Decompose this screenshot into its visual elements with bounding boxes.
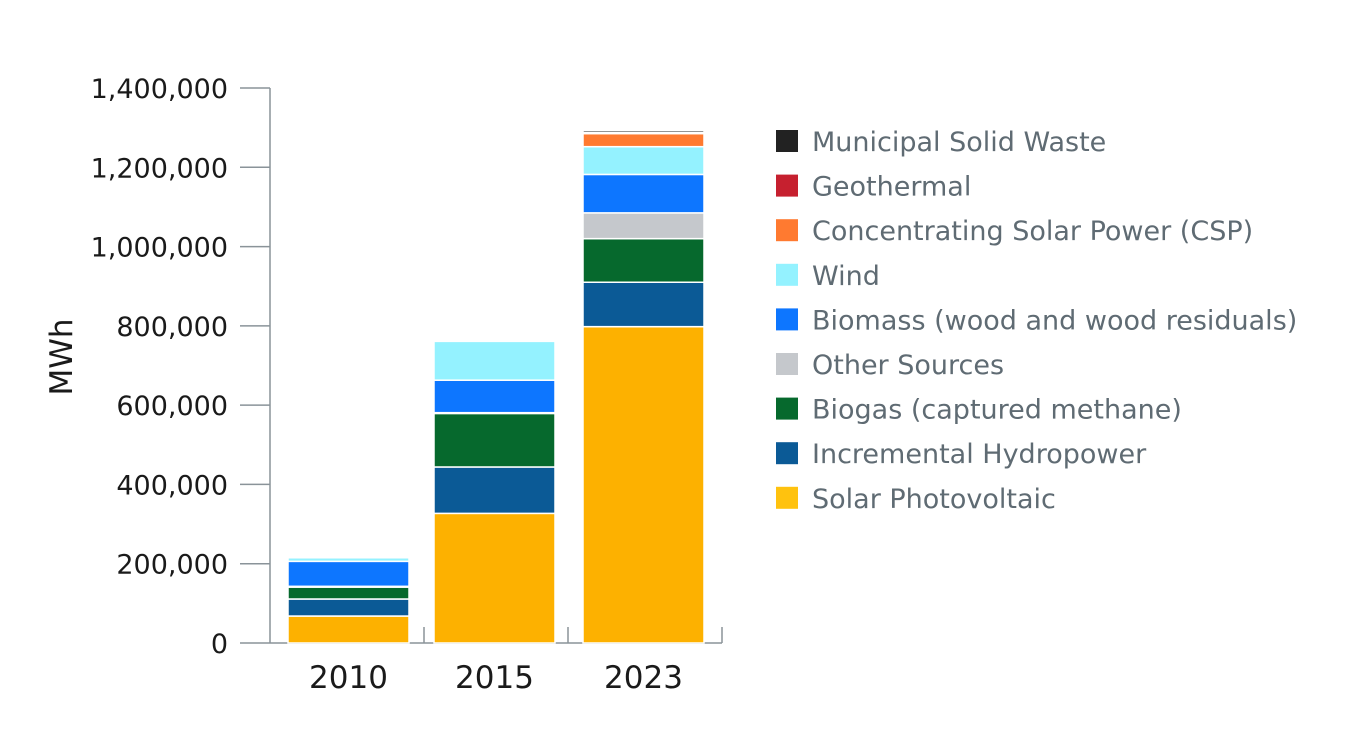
bar-segment bbox=[582, 132, 705, 148]
x-axis: 2010 2015 2023 bbox=[270, 627, 723, 696]
legend-swatch bbox=[776, 442, 798, 465]
bar-segment bbox=[582, 237, 705, 283]
legend-label: Solar Photovoltaic bbox=[812, 484, 1056, 515]
y-tick-label: 1,400,000 bbox=[91, 74, 228, 105]
bar-segment bbox=[433, 412, 556, 468]
y-tick-label: 1,000,000 bbox=[91, 233, 228, 264]
bar-segment bbox=[582, 212, 705, 240]
legend-label: Municipal Solid Waste bbox=[812, 127, 1106, 158]
x-category-label: 2023 bbox=[604, 660, 683, 696]
legend-swatch bbox=[776, 130, 798, 152]
y-tick-label: 0 bbox=[211, 629, 228, 660]
bar-segment bbox=[287, 556, 410, 559]
legend-label: Biomass (wood and wood residuals) bbox=[812, 305, 1297, 336]
legend-swatch bbox=[776, 486, 798, 509]
legend-label: Concentrating Solar Power (CSP) bbox=[812, 216, 1253, 247]
legend: Municipal Solid Waste Geothermal Concentra… bbox=[776, 127, 1297, 515]
legend-swatch bbox=[776, 353, 798, 375]
bar-segment bbox=[582, 173, 705, 214]
bar-segment bbox=[582, 281, 705, 328]
bar-segment bbox=[433, 379, 556, 414]
bar-segment bbox=[287, 615, 410, 644]
bar-segment bbox=[287, 560, 410, 588]
legend-label: Incremental Hydropower bbox=[812, 439, 1147, 470]
y-tick-label: 1,200,000 bbox=[91, 153, 228, 184]
bar-segment bbox=[433, 340, 556, 381]
legend-swatch bbox=[776, 308, 798, 331]
legend-swatch bbox=[776, 397, 798, 420]
bar-segment bbox=[582, 129, 705, 134]
legend-label: Wind bbox=[812, 261, 880, 292]
legend-label: Biogas (captured methane) bbox=[812, 395, 1182, 426]
bar-segment bbox=[433, 338, 556, 342]
bars bbox=[287, 129, 705, 644]
legend-label: Geothermal bbox=[812, 172, 971, 203]
y-tick-label: 400,000 bbox=[116, 470, 228, 501]
legend-swatch bbox=[776, 174, 798, 197]
y-axis: 0 200,000 400,000 600,000 800,000 1,000,000 1,… bbox=[91, 74, 271, 660]
legend-label: Other Sources bbox=[812, 350, 1004, 381]
y-tick-label: 800,000 bbox=[116, 312, 228, 343]
bar-segment bbox=[582, 145, 705, 176]
y-tick-label: 600,000 bbox=[116, 391, 228, 422]
bar-segment bbox=[287, 598, 410, 617]
x-category-label: 2010 bbox=[309, 660, 388, 696]
x-category-label: 2015 bbox=[455, 660, 534, 696]
bar-segment bbox=[433, 512, 556, 644]
bar-segment bbox=[582, 325, 705, 644]
bar-segment bbox=[433, 466, 556, 515]
y-axis-title: MWh bbox=[44, 318, 80, 395]
y-tick-label: 200,000 bbox=[116, 550, 228, 581]
legend-swatch bbox=[776, 263, 798, 286]
legend-swatch bbox=[776, 219, 798, 242]
bar-segment bbox=[287, 586, 410, 600]
